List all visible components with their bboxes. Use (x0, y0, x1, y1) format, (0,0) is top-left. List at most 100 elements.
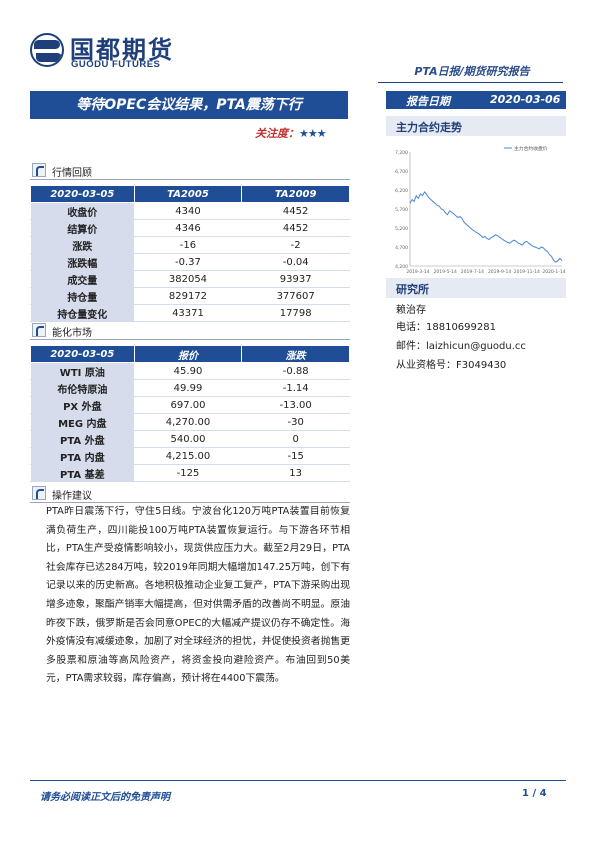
energy-header-change: 涨跌 (241, 345, 350, 363)
review-row-label: 涨跌幅 (30, 253, 135, 271)
section-energy-label: 能化市场 (52, 328, 92, 339)
analyst-name: 赖治存 (396, 305, 426, 316)
section-icon (32, 486, 46, 500)
review-row-label: 结算价 (30, 219, 135, 237)
review-cell: 377607 (241, 287, 350, 305)
section-icon (32, 323, 46, 337)
x-tick-label: 2019-7-14 (461, 269, 484, 275)
energy-row-label: PTA 基差 (30, 464, 135, 482)
energy-header-price: 报价 (133, 345, 243, 363)
review-cell: -0.04 (241, 253, 350, 271)
review-row: 收盘价 4340 4452 (30, 202, 350, 220)
trend-chart-svg: 4,200 4,700 5,200 5,700 6,200 6,700 7,200 2019-… (395, 145, 566, 275)
market-review-table: 2020-03-05 TA2005 TA2009 收盘价 4340 4452 结算价 4… (30, 185, 350, 322)
energy-row: MEG 内盘 4,270.00 -30 (30, 413, 350, 431)
energy-market-table: 2020-03-05 报价 涨跌 WTI 原油 45.90 -0.88 布伦特原油 49… (30, 345, 350, 482)
review-header-ta2009: TA2009 (241, 185, 350, 203)
y-tick-label: 5,700 (395, 207, 408, 213)
energy-row: PTA 内盘 4,215.00 -15 (30, 447, 350, 465)
main-contract-trend-label: 主力合约走势 (396, 121, 462, 134)
section-advice-label: 操作建议 (52, 491, 92, 502)
review-row-label: 成交量 (30, 270, 135, 288)
y-tick-label: 6,700 (395, 169, 408, 175)
review-row: 成交量 382054 93937 (30, 270, 350, 288)
company-name-cn: 国都期货 (70, 36, 174, 64)
institute-label: 研究所 (396, 283, 429, 296)
main-contract-chart: 4,200 4,700 5,200 5,700 6,200 6,700 7,200 2019-… (386, 138, 566, 278)
review-row-label: 持仓量 (30, 287, 135, 305)
report-date-bar: 报告日期 2020-03-06 (386, 91, 566, 109)
company-logo-icon (30, 33, 64, 67)
analyst-phone: 电话：18810699281 (396, 318, 496, 333)
x-tick-label: 2019-9-14 (488, 269, 511, 275)
energy-row-label: MEG 内盘 (30, 413, 135, 431)
review-row: 涨跌 -16 -2 (30, 236, 350, 254)
x-tick-label: 2019-3-14 (406, 269, 429, 275)
energy-row-label: PTA 内盘 (30, 447, 135, 465)
energy-cell: -30 (241, 413, 350, 431)
email-label: 邮件： (396, 341, 426, 352)
review-cell: 4346 (133, 219, 243, 237)
review-cell: 93937 (241, 270, 350, 288)
energy-cell: 4,270.00 (133, 413, 243, 431)
energy-header-date: 2020-03-05 (30, 345, 135, 363)
disclaimer-link[interactable]: 请务必阅读正文后的免责声明 (40, 792, 170, 803)
energy-cell: 0 (241, 430, 350, 448)
review-row: 涨跌幅 -0.37 -0.04 (30, 253, 350, 271)
chart-axes (409, 152, 562, 267)
energy-row: PTA 基差 -125 13 (30, 464, 350, 482)
energy-row: PTA 外盘 540.00 0 (30, 430, 350, 448)
attention-label: 关注度： (255, 127, 299, 140)
header-divider (378, 82, 563, 83)
energy-row-label: PX 外盘 (30, 396, 135, 414)
energy-row: WTI 原油 45.90 -0.88 (30, 362, 350, 380)
review-row-label: 收盘价 (30, 202, 135, 220)
review-cell: 4340 (133, 202, 243, 220)
energy-cell: 49.99 (133, 379, 243, 397)
email-value[interactable]: laizhicun@guodu.cc (426, 341, 526, 352)
review-cell: 829172 (133, 287, 243, 305)
review-header-date: 2020-03-05 (30, 185, 135, 203)
energy-cell: -1.14 (241, 379, 350, 397)
x-tick-label: 2019-11-14 (514, 269, 540, 275)
review-row: 持仓量 829172 377607 (30, 287, 350, 305)
page-number: 1 / 4 (522, 788, 547, 799)
attention-rating: 关注度：★★★ (255, 125, 327, 141)
review-cell: 17798 (241, 304, 350, 322)
phone-value: 18810699281 (426, 322, 496, 333)
energy-cell: -125 (133, 464, 243, 482)
license-label: 从业资格号： (396, 360, 456, 371)
energy-cell: -0.88 (241, 362, 350, 380)
energy-cell: 4,215.00 (133, 447, 243, 465)
report-title: 等待OPEC会议结果，PTA震荡下行 (30, 91, 348, 119)
section-energy-header: 能化市场 (30, 320, 350, 342)
review-cell: 4452 (241, 202, 350, 220)
institute-header: 研究所 (386, 278, 566, 298)
energy-cell: 540.00 (133, 430, 243, 448)
energy-row: PX 外盘 697.00 -13.00 (30, 396, 350, 414)
report-date-label: 报告日期 (406, 95, 450, 108)
review-cell: 382054 (133, 270, 243, 288)
review-cell: -2 (241, 236, 350, 254)
phone-label: 电话： (396, 322, 426, 333)
footer-divider (30, 780, 566, 781)
review-cell: -16 (133, 236, 243, 254)
x-tick-label: 2019-5-14 (434, 269, 457, 275)
energy-row: 布伦特原油 49.99 -1.14 (30, 379, 350, 397)
report-type: PTA日报/期货研究报告 (414, 65, 530, 78)
energy-row-label: PTA 外盘 (30, 430, 135, 448)
y-tick-label: 6,200 (395, 188, 408, 194)
review-cell: 43371 (133, 304, 243, 322)
review-row: 持仓量变化 43371 17798 (30, 304, 350, 322)
energy-cell: 13 (241, 464, 350, 482)
energy-cell: 45.90 (133, 362, 243, 380)
y-tick-label: 5,200 (395, 226, 408, 232)
license-value: F3049430 (456, 360, 507, 371)
review-cell: 4452 (241, 219, 350, 237)
operation-advice-text: PTA昨日震荡下行，守住5日线。宁波台化120万吨PTA装置目前恢复满负荷生产，… (46, 506, 350, 685)
energy-cell: 697.00 (133, 396, 243, 414)
series-line-main-contract (409, 190, 563, 263)
y-tick-label: 4,700 (395, 245, 408, 251)
legend-label: 主力合约收盘价 (514, 145, 548, 152)
report-date-value: 2020-03-06 (490, 93, 561, 106)
